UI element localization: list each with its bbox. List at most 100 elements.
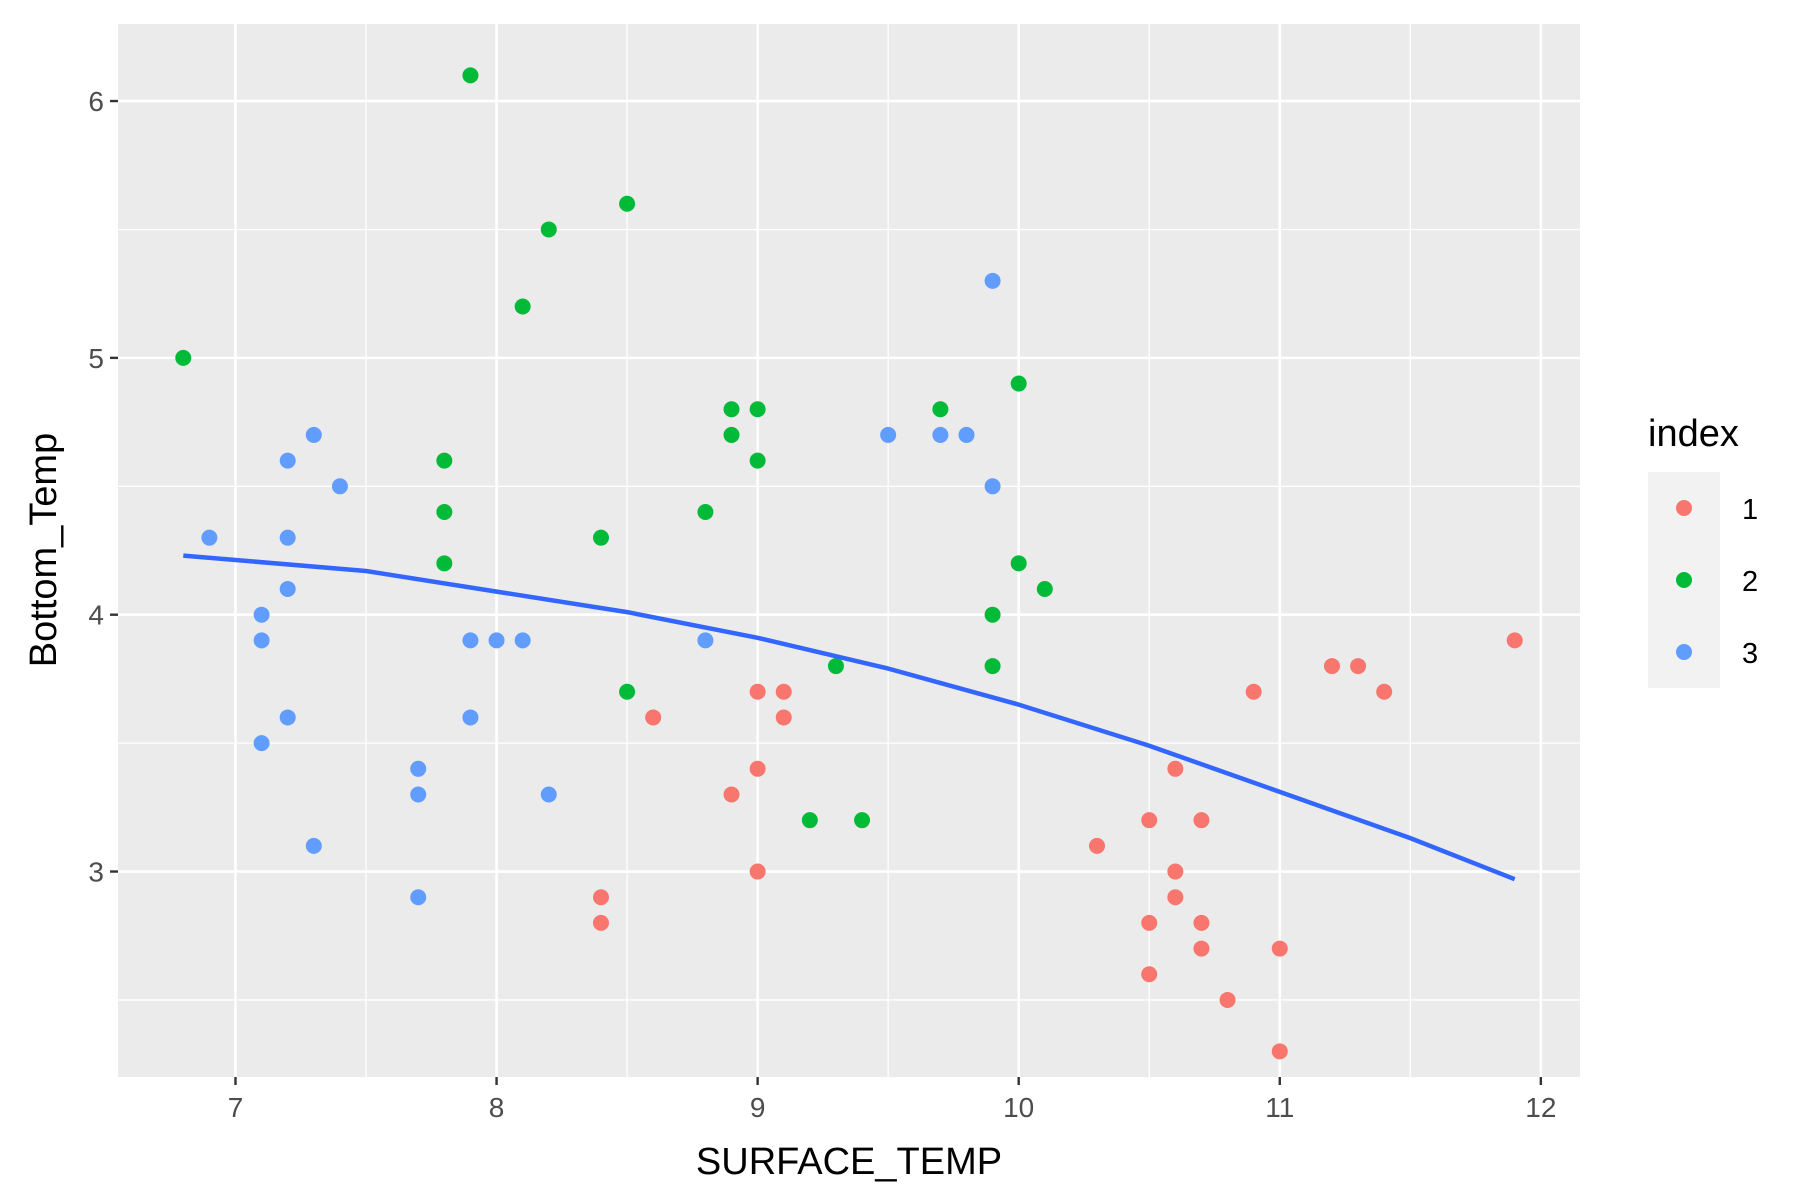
legend-label-2: 2 <box>1742 566 1758 598</box>
data-point <box>1010 375 1027 392</box>
data-points <box>175 67 1523 1060</box>
data-point <box>619 195 636 212</box>
data-point <box>749 452 766 469</box>
data-point <box>645 709 662 726</box>
data-point <box>697 632 714 649</box>
data-point <box>279 529 296 546</box>
data-point <box>723 786 740 803</box>
data-point <box>775 683 792 700</box>
data-point <box>436 503 453 520</box>
data-point <box>1010 555 1027 572</box>
data-point <box>410 889 427 906</box>
data-point <box>984 658 1001 675</box>
major-gridlines <box>118 24 1580 1077</box>
data-point <box>305 426 322 443</box>
data-point <box>1219 991 1236 1008</box>
data-point <box>1245 683 1262 700</box>
data-point <box>1350 658 1367 675</box>
x-tick-label: 8 <box>489 1092 505 1123</box>
data-point <box>410 760 427 777</box>
data-point <box>958 426 975 443</box>
y-tick-label: 4 <box>88 600 104 631</box>
data-point <box>592 889 609 906</box>
data-point <box>1167 863 1184 880</box>
data-point <box>592 529 609 546</box>
data-point <box>305 837 322 854</box>
x-axis-title: SURFACE_TEMP <box>696 1141 1002 1183</box>
data-point <box>1271 1043 1288 1060</box>
y-tick-label: 6 <box>88 86 104 117</box>
data-point <box>436 555 453 572</box>
data-point <box>619 683 636 700</box>
data-point <box>723 401 740 418</box>
data-point <box>1167 760 1184 777</box>
legend-label-1: 1 <box>1742 494 1758 526</box>
data-point <box>749 683 766 700</box>
y-tick-label: 3 <box>88 857 104 888</box>
series-1-points <box>592 632 1523 1060</box>
data-point <box>775 709 792 726</box>
y-tick-label: 5 <box>88 343 104 374</box>
x-tick-label: 11 <box>1265 1092 1294 1123</box>
x-tick-label: 7 <box>228 1092 244 1123</box>
legend-items: 1 2 3 <box>1676 494 1758 670</box>
legend: index 1 2 3 <box>1648 413 1758 688</box>
data-point <box>801 812 818 829</box>
data-point <box>1141 812 1158 829</box>
data-point <box>984 478 1001 495</box>
data-point <box>827 658 844 675</box>
y-axis-title: Bottom_Temp <box>23 433 65 667</box>
panel-background <box>118 24 1580 1077</box>
data-point <box>514 298 531 315</box>
data-point <box>488 632 505 649</box>
legend-key-2 <box>1676 572 1692 588</box>
data-point <box>1167 889 1184 906</box>
data-point <box>540 786 557 803</box>
data-point <box>1141 966 1158 983</box>
data-point <box>253 735 270 752</box>
data-point <box>984 606 1001 623</box>
y-axis: 3 4 5 6 <box>88 86 118 888</box>
data-point <box>880 426 897 443</box>
data-point <box>436 452 453 469</box>
legend-title: index <box>1648 413 1739 455</box>
data-point <box>1271 940 1288 957</box>
data-point <box>1193 940 1210 957</box>
data-point <box>540 221 557 238</box>
data-point <box>932 426 949 443</box>
data-point <box>854 812 871 829</box>
data-point <box>462 709 479 726</box>
data-point <box>462 632 479 649</box>
data-point <box>331 478 348 495</box>
data-point <box>723 426 740 443</box>
data-point <box>253 606 270 623</box>
data-point <box>749 760 766 777</box>
data-point <box>175 349 192 366</box>
data-point <box>1323 658 1340 675</box>
legend-key-3 <box>1676 644 1692 660</box>
data-point <box>697 503 714 520</box>
data-point <box>1193 914 1210 931</box>
x-axis: 7 8 9 10 11 12 <box>228 1077 1556 1123</box>
data-point <box>749 401 766 418</box>
data-point <box>279 581 296 598</box>
data-point <box>201 529 218 546</box>
series-2-points <box>175 67 1053 829</box>
smooth-trend-line <box>183 553 1516 882</box>
data-point <box>514 632 531 649</box>
series-3-points <box>201 272 1001 906</box>
data-point <box>1089 837 1106 854</box>
x-tick-label: 10 <box>1003 1092 1034 1123</box>
data-point <box>984 272 1001 289</box>
legend-label-3: 3 <box>1742 638 1758 670</box>
data-point <box>462 67 479 84</box>
data-point <box>592 914 609 931</box>
data-point <box>253 632 270 649</box>
legend-key-1 <box>1676 500 1692 516</box>
data-point <box>1036 581 1053 598</box>
x-tick-label: 9 <box>750 1092 766 1123</box>
data-point <box>932 401 949 418</box>
data-point <box>410 786 427 803</box>
